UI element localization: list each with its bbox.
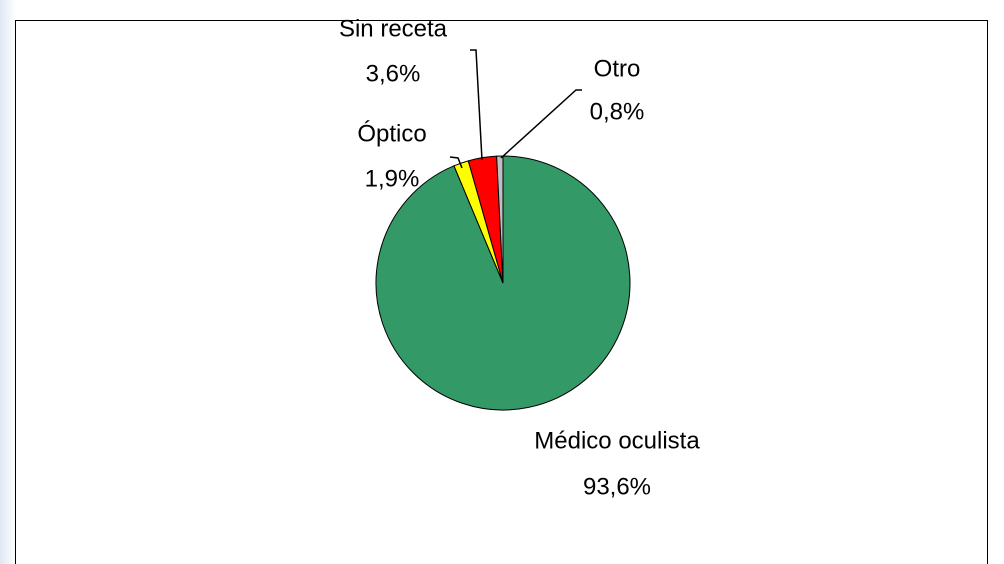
slice-label: Sin receta	[339, 15, 448, 42]
value-label: 3,6%	[366, 60, 421, 87]
value-label: 0,8%	[590, 98, 645, 125]
leader-line	[449, 156, 463, 169]
leader-line	[470, 49, 483, 161]
value-label: 1,9%	[365, 165, 420, 192]
background-edge	[0, 0, 16, 564]
value-label: 93,6%	[583, 473, 651, 500]
slice-label: Óptico	[357, 120, 426, 147]
slice-label: Médico oculista	[534, 427, 700, 454]
slice-label: Otro	[594, 55, 641, 82]
leader-line	[500, 89, 582, 159]
